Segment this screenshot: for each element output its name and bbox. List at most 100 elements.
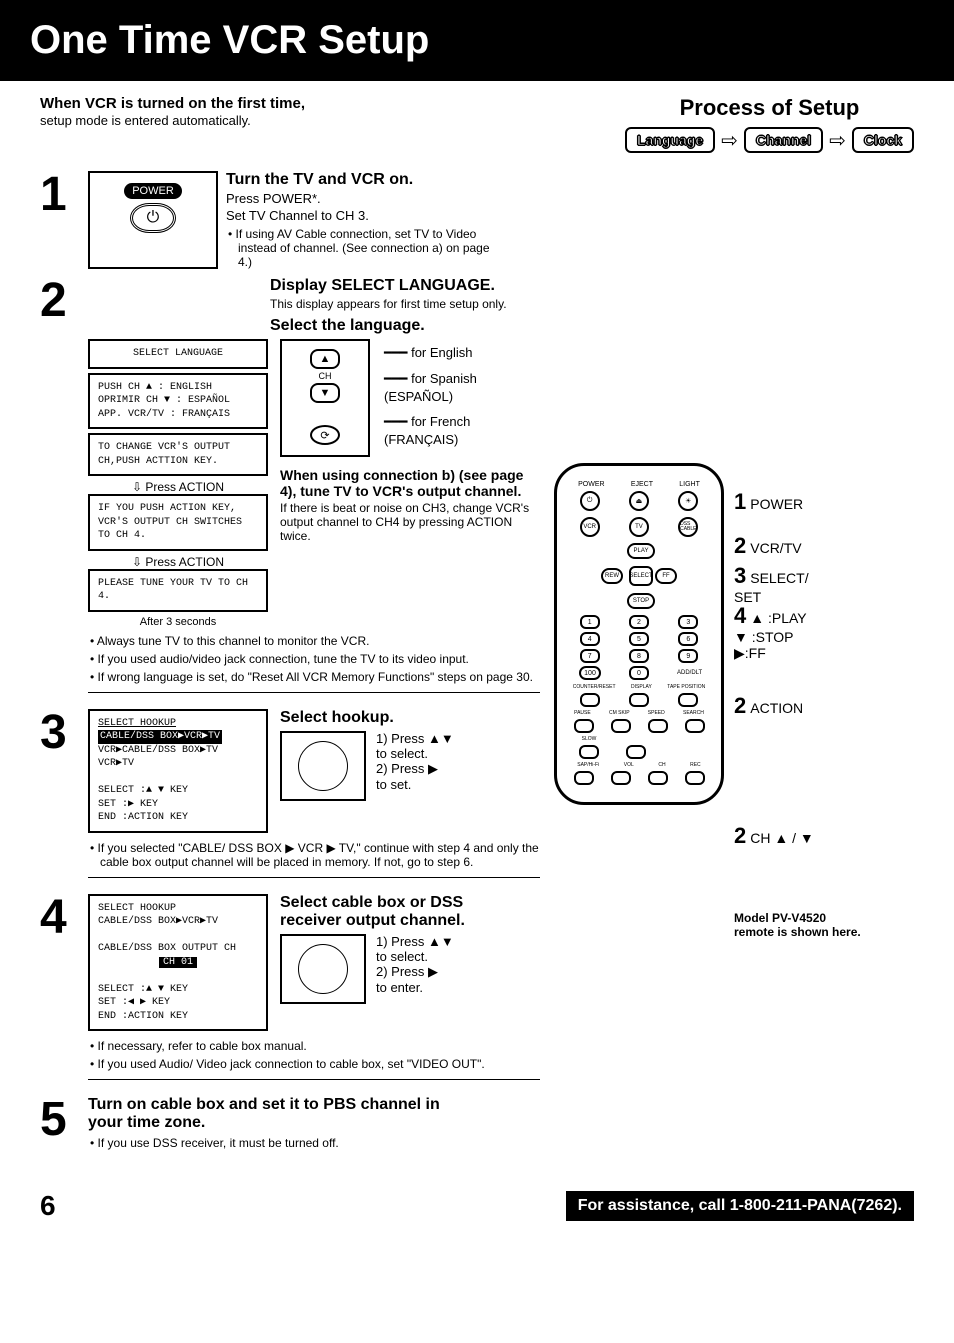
step4-bullet: • If you used Audio/ Video jack connecti…: [100, 1057, 540, 1071]
step4-instr: to select.: [376, 949, 454, 964]
dss-button: DSSCABLE: [678, 517, 698, 537]
osd-line: SELECT LANGUAGE: [88, 339, 268, 369]
step5-title: Turn on cable box and set it to PBS chan…: [88, 1096, 468, 1132]
select-button: SELECT: [629, 566, 653, 586]
light-icon: ☀: [678, 491, 698, 511]
remote-annotations: 1POWER 2VCR/TV 3SELECT/ SET 4▲ :PLAY ▼ :…: [734, 463, 884, 963]
step4-bullet: • If necessary, refer to cable box manua…: [100, 1039, 540, 1053]
r-btn: [626, 745, 646, 759]
r-lbl: LIGHT: [679, 481, 700, 488]
r-btn: [685, 719, 705, 733]
step2-sub1: This display appears for first time setu…: [270, 297, 540, 311]
process-box-clock: Clock: [852, 127, 914, 153]
page-title: One Time VCR Setup: [30, 18, 924, 63]
num-button: 9: [678, 649, 698, 663]
nav-pad-diagram: [280, 934, 366, 1004]
ch-down-icon: ▼: [310, 383, 340, 403]
lang-fr: ━━━ for French: [384, 414, 477, 430]
nav-pad-icon: [298, 944, 348, 994]
step3-osd: SELECT HOOKUP CABLE/DSS BOX▶VCR▶TV VCR▶C…: [88, 709, 268, 833]
lang-labels: ━━━ for English ━━━ for Spanish (ESPAÑOL…: [378, 339, 477, 457]
power-button-icon: ⏻: [130, 203, 176, 233]
osd-highlight: CH 01: [159, 957, 197, 968]
step4-instr: to enter.: [376, 980, 454, 995]
step4-osd: SELECT HOOKUP CABLE/DSS BOX▶VCR▶TV CABLE…: [88, 894, 268, 1032]
r-lbl: CM SKIP: [609, 710, 630, 716]
r-lbl: REC: [690, 762, 701, 768]
num-button: 100: [579, 666, 601, 680]
r-lbl: SPEED: [648, 710, 665, 716]
step-num: 5: [40, 1096, 80, 1150]
osd-line: CABLE/DSS BOX▶VCR▶TV: [98, 915, 258, 929]
connb-body: If there is beat or noise on CH3, change…: [280, 501, 540, 543]
r-lbl: SAP/Hi-Fi: [577, 762, 599, 768]
osd-line: SELECT HOOKUP: [98, 902, 258, 916]
osd-line: ⇩ Press ACTION: [88, 480, 268, 494]
lang-es2: (ESPAÑOL): [384, 389, 477, 404]
arrow-icon: ⇨: [829, 128, 846, 153]
intro-block: When VCR is turned on the first time, se…: [40, 95, 305, 153]
step-4: 4 SELECT HOOKUP CABLE/DSS BOX▶VCR▶TV CAB…: [40, 894, 540, 1089]
connb-title: When using connection b) (see page 4), t…: [280, 467, 540, 499]
step-2: 2 Display SELECT LANGUAGE. This display …: [40, 277, 540, 701]
num-button: 4: [580, 632, 600, 646]
step5-bullet: • If you use DSS receiver, it must be tu…: [100, 1136, 540, 1150]
osd-line: SELECT :▲ ▼ KEY: [98, 983, 258, 997]
osd-line: SELECT HOOKUP: [98, 717, 258, 731]
r-btn: [574, 719, 594, 733]
osd-box: PUSH CH ▲ : ENGLISH OPRIMIR CH ▼ : ESPAÑ…: [88, 373, 268, 430]
num-button: 7: [580, 649, 600, 663]
r-btn: [579, 745, 599, 759]
step2-bullet: • If you used audio/video jack connectio…: [100, 652, 540, 666]
r-lbl: PAUSE: [574, 710, 591, 716]
annot-num: 1: [734, 489, 746, 514]
r-btn: [574, 771, 594, 785]
step-num: 4: [40, 894, 80, 1089]
lang-button-panel: ▲ CH ▼ ⟳: [280, 339, 370, 457]
r-lbl: SLOW: [582, 736, 597, 742]
nav-pad-diagram: [280, 731, 366, 801]
num-button: 3: [678, 615, 698, 629]
remote-diagram: POWER EJECT LIGHT ⏻ ⏏ ☀ VCR TV DSSCABLE: [554, 463, 724, 805]
step-3: 3 SELECT HOOKUP CABLE/DSS BOX▶VCR▶TV VCR…: [40, 709, 540, 886]
ff-button: FF: [655, 568, 677, 584]
step-1: 1 POWER ⏻ Turn the TV and VCR on. Press …: [40, 171, 540, 269]
step1-title: Turn the TV and VCR on.: [226, 171, 540, 189]
lang-es: ━━━ for Spanish: [384, 371, 477, 387]
vcr-button: VCR: [580, 517, 600, 537]
play-button: PLAY: [627, 543, 655, 559]
process-block: Process of Setup Language ⇨ Channel ⇨ Cl…: [625, 95, 914, 153]
remote-caption: Model PV-V4520 remote is shown here.: [734, 911, 864, 939]
annot-label: VCR/TV: [750, 540, 801, 556]
osd-line: IF YOU PUSH ACTION KEY, VCR'S OUTPUT CH …: [88, 494, 268, 551]
num-button: 0: [629, 666, 649, 680]
r-lbl: POWER: [578, 481, 604, 488]
annot-num: 2: [734, 693, 746, 718]
step3-bullet: • If you selected "CABLE/ DSS BOX ▶ VCR …: [100, 841, 540, 869]
num-button: 1: [580, 615, 600, 629]
step1-line1: Press POWER*.: [226, 191, 540, 206]
osd-line: ⇩ Press ACTION: [88, 555, 268, 569]
osd-highlight: CABLE/DSS BOX▶VCR▶TV: [98, 730, 222, 744]
r-lbl: SEARCH: [683, 710, 704, 716]
step-num: 2: [40, 277, 80, 701]
step2-osd: SELECT LANGUAGE PUSH CH ▲ : ENGLISH OPRI…: [88, 339, 268, 628]
r-btn: [611, 719, 631, 733]
r-btn: [580, 693, 600, 707]
remote-dpad: PLAY REW SELECT FF STOP: [599, 541, 679, 611]
r-btn: [648, 719, 668, 733]
annot-num: 4: [734, 603, 746, 628]
process-box-channel: Channel: [744, 127, 823, 153]
lang-fr2: (FRANÇAIS): [384, 432, 477, 447]
step3-instr: 2) Press ▶: [376, 761, 454, 777]
osd-line: APP. VCR/TV : FRANÇAIS: [98, 408, 258, 422]
power-icon: ⏻: [580, 491, 600, 511]
step1-line2: Set TV Channel to CH 3.: [226, 208, 540, 223]
step3-instr: to set.: [376, 777, 454, 792]
annot-num: 2: [734, 533, 746, 558]
rew-button: REW: [601, 568, 623, 584]
annot-label: POWER: [750, 496, 803, 512]
step-num: 1: [40, 171, 80, 269]
step1-bullet: • If using AV Cable connection, set TV t…: [238, 227, 498, 269]
lang-en: ━━━ for English: [384, 345, 477, 361]
